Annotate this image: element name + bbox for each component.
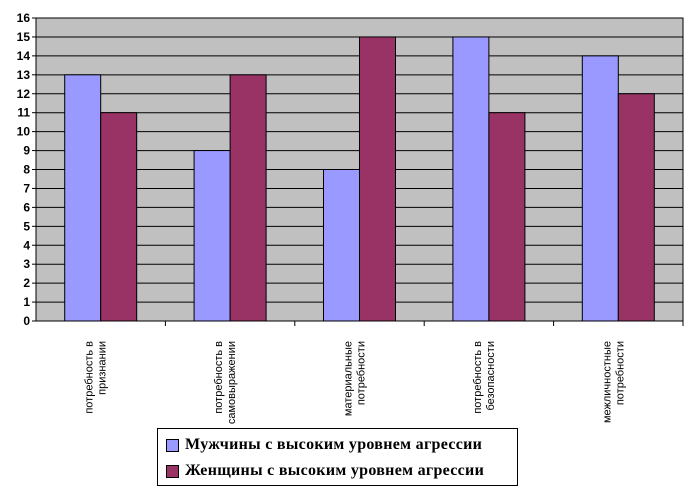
- y-tick-label: 3: [23, 257, 30, 271]
- bar-women: [229, 74, 267, 322]
- bar-men: [193, 150, 231, 322]
- y-tick-label: 12: [17, 87, 31, 101]
- bar-men: [581, 55, 619, 322]
- bar-women: [488, 112, 526, 322]
- y-tick-label: 7: [23, 181, 30, 195]
- bar-men: [64, 74, 102, 322]
- x-tick-label: потребность вбезопасности: [472, 341, 497, 414]
- legend-label-women: Женщины с высоким уровнем агрессии: [185, 462, 485, 479]
- x-tick-label: межличностныепотребности: [601, 341, 626, 423]
- bar-women: [617, 93, 655, 322]
- y-tick-label: 8: [23, 163, 30, 177]
- y-tick-label: 1: [23, 295, 30, 309]
- bar-women: [359, 36, 396, 322]
- y-tick-label: 10: [17, 125, 31, 139]
- legend: Мужчины с высоким уровнем агрессии Женщи…: [157, 428, 518, 486]
- legend-swatch-men: [166, 438, 179, 452]
- y-tick-label: 6: [23, 200, 30, 214]
- x-tick-label: потребность всамовыражении: [213, 341, 238, 424]
- bar-men: [323, 169, 360, 322]
- legend-label-men: Мужчины с высоким уровнем агрессии: [185, 436, 483, 453]
- y-tick-label: 14: [17, 49, 31, 63]
- y-tick-label: 9: [23, 144, 30, 158]
- bar-men: [452, 36, 490, 322]
- y-tick-label: 16: [17, 11, 31, 25]
- y-tick-label: 5: [23, 219, 30, 233]
- y-tick-label: 13: [17, 68, 31, 82]
- y-tick-label: 15: [17, 30, 31, 44]
- bar-women: [100, 112, 138, 322]
- legend-swatch-women: [166, 464, 179, 478]
- x-tick-label: материальныепотребности: [343, 341, 368, 416]
- y-tick-label: 11: [17, 106, 30, 120]
- legend-item-men: Мужчины с высоким уровнем агрессии: [166, 434, 482, 456]
- y-tick-label: 0: [23, 314, 30, 328]
- y-tick-label: 4: [23, 238, 30, 252]
- x-tick-label: потребность впризнании: [84, 341, 109, 414]
- y-tick-label: 2: [23, 276, 30, 290]
- legend-item-women: Женщины с высоким уровнем агрессии: [166, 460, 484, 482]
